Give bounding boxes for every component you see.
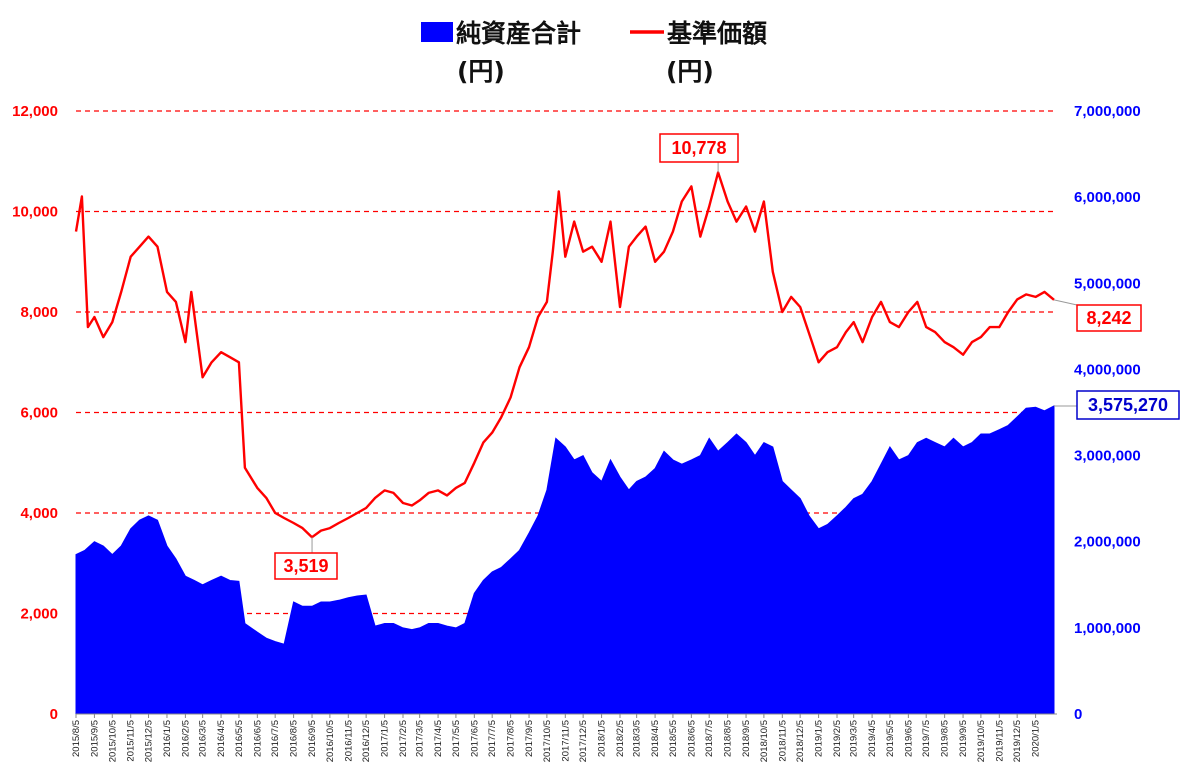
y-right-tick-label: 4,000,000 bbox=[1074, 361, 1141, 378]
right-axis: 0 1,000,000 2,000,000 3,000,000 4,000,000 5,0… bbox=[1074, 103, 1141, 723]
callout-box bbox=[1076, 304, 1142, 332]
x-tick-label: 2017/10/5 bbox=[542, 720, 553, 762]
x-tick-label: 2016/3/5 bbox=[198, 720, 209, 757]
y-right-tick-label: 3,000,000 bbox=[1074, 448, 1141, 465]
x-tick-label: 2017/1/5 bbox=[380, 720, 391, 757]
x-tick-label: 2017/7/5 bbox=[487, 720, 498, 757]
x-tick-label: 2016/5/5 bbox=[234, 720, 245, 757]
x-tick-label: 2016/8/5 bbox=[289, 720, 300, 757]
y-left-tick-label: 0 bbox=[50, 706, 58, 723]
x-tick-label: 2016/1/5 bbox=[162, 720, 173, 757]
x-tick-label: 2017/6/5 bbox=[469, 720, 480, 757]
y-left-tick-label: 8,000 bbox=[20, 304, 58, 321]
y-right-tick-label: 7,000,000 bbox=[1074, 103, 1141, 120]
x-tick-label: 2019/3/5 bbox=[849, 720, 860, 757]
x-tick-label: 2018/3/5 bbox=[632, 720, 643, 757]
x-tick-label: 2018/1/5 bbox=[597, 720, 608, 757]
x-tick-label: 2018/7/5 bbox=[704, 720, 715, 757]
x-tick-label: 2017/8/5 bbox=[506, 720, 517, 757]
x-tick-label: 2019/6/5 bbox=[903, 720, 914, 757]
x-tick-label: 2016/2/5 bbox=[180, 720, 191, 757]
x-tick-label: 2016/4/5 bbox=[216, 720, 227, 757]
x-tick-label: 2018/10/5 bbox=[759, 720, 770, 762]
x-tick-label: 2019/2/5 bbox=[832, 720, 843, 757]
callout-label: 3,575,270 bbox=[1088, 395, 1168, 415]
y-left-tick-label: 4,000 bbox=[20, 505, 58, 522]
x-tick-label: 2015/12/5 bbox=[144, 720, 155, 762]
x-tick-label: 2018/6/5 bbox=[686, 720, 697, 757]
legend-unit: (円) bbox=[666, 57, 714, 86]
y-left-tick-label: 12,000 bbox=[12, 103, 58, 120]
x-tick-label: 2016/10/5 bbox=[325, 720, 336, 762]
net-assets-area bbox=[75, 405, 1055, 715]
legend-swatch-area bbox=[421, 22, 453, 42]
x-tick-label: 2015/9/5 bbox=[89, 720, 100, 757]
x-tick-label: 2015/10/5 bbox=[107, 720, 118, 762]
x-tick-label: 2016/11/5 bbox=[343, 720, 354, 762]
x-tick-label: 2016/12/5 bbox=[361, 720, 372, 762]
callout-box bbox=[659, 133, 739, 163]
legend: 純資産合計 (円) 基準価額 (円) bbox=[421, 19, 767, 86]
x-tick-label: 2017/5/5 bbox=[451, 720, 462, 757]
x-tick-label: 2017/9/5 bbox=[524, 720, 535, 757]
x-tick-label: 2020/1/5 bbox=[1031, 720, 1042, 757]
x-tick-label: 2017/4/5 bbox=[433, 720, 444, 757]
x-tick-label: 2018/4/5 bbox=[650, 720, 661, 757]
x-tick-label: 2017/3/5 bbox=[415, 720, 426, 757]
x-tick-label: 2019/9/5 bbox=[958, 720, 969, 757]
y-left-tick-label: 10,000 bbox=[12, 204, 58, 221]
legend-label: 基準価額 bbox=[667, 19, 767, 48]
y-left-tick-label: 2,000 bbox=[20, 606, 58, 623]
legend-label: 純資産合計 bbox=[456, 19, 581, 48]
left-axis: 0 2,000 4,000 6,000 8,000 10,000 12,000 bbox=[12, 103, 58, 723]
x-tick-label: 2017/2/5 bbox=[398, 720, 409, 757]
callout-leader bbox=[1053, 299, 1078, 306]
x-tick-label: 2016/7/5 bbox=[270, 720, 281, 757]
x-tick-label: 2019/5/5 bbox=[885, 720, 896, 757]
x-tick-label: 2019/1/5 bbox=[814, 720, 825, 757]
x-tick-label: 2017/11/5 bbox=[560, 720, 571, 762]
x-tick-label: 2019/8/5 bbox=[940, 720, 951, 757]
x-tick-label: 2017/12/5 bbox=[578, 720, 589, 762]
x-tick-label: 2015/8/5 bbox=[71, 720, 82, 757]
callout-box bbox=[274, 552, 338, 580]
x-tick-label: 2018/12/5 bbox=[795, 720, 806, 762]
y-left-tick-label: 6,000 bbox=[20, 405, 58, 422]
x-tick-label: 2018/8/5 bbox=[723, 720, 734, 757]
x-tick-label: 2016/6/5 bbox=[252, 720, 263, 757]
legend-unit: (円) bbox=[457, 57, 505, 86]
annotations: 10,778 3,519 8,242 3,575,270 bbox=[274, 133, 1180, 580]
x-tick-label: 2016/9/5 bbox=[307, 720, 318, 757]
x-tick-label: 2019/7/5 bbox=[921, 720, 932, 757]
callout-box bbox=[1076, 390, 1180, 420]
x-tick-label: 2019/4/5 bbox=[867, 720, 878, 757]
callout-label: 10,778 bbox=[671, 138, 726, 158]
x-tick-label: 2018/11/5 bbox=[777, 720, 788, 762]
y-right-tick-label: 6,000,000 bbox=[1074, 189, 1141, 206]
y-right-tick-label: 2,000,000 bbox=[1074, 534, 1141, 551]
x-tick-label: 2019/10/5 bbox=[976, 720, 987, 762]
x-tick-label: 2018/9/5 bbox=[741, 720, 752, 757]
line-layer bbox=[74, 171, 1055, 539]
callout-label: 8,242 bbox=[1086, 308, 1131, 328]
nav-line bbox=[74, 171, 1055, 539]
x-tick-label: 2015/11/5 bbox=[126, 720, 137, 762]
x-tick-label: 2018/5/5 bbox=[668, 720, 679, 757]
y-right-tick-label: 5,000,000 bbox=[1074, 275, 1141, 292]
area-layer bbox=[75, 405, 1055, 715]
callout-label: 3,519 bbox=[283, 556, 328, 576]
x-axis: 2015/8/5 2015/9/5 2015/10/5 2015/11/5 2015/1… bbox=[71, 713, 1057, 762]
y-right-tick-label: 1,000,000 bbox=[1074, 620, 1141, 637]
x-tick-label: 2019/11/5 bbox=[994, 720, 1005, 762]
x-tick-label: 2018/2/5 bbox=[615, 720, 626, 757]
x-tick-label: 2019/12/5 bbox=[1012, 720, 1023, 762]
y-right-tick-label: 0 bbox=[1074, 706, 1082, 723]
